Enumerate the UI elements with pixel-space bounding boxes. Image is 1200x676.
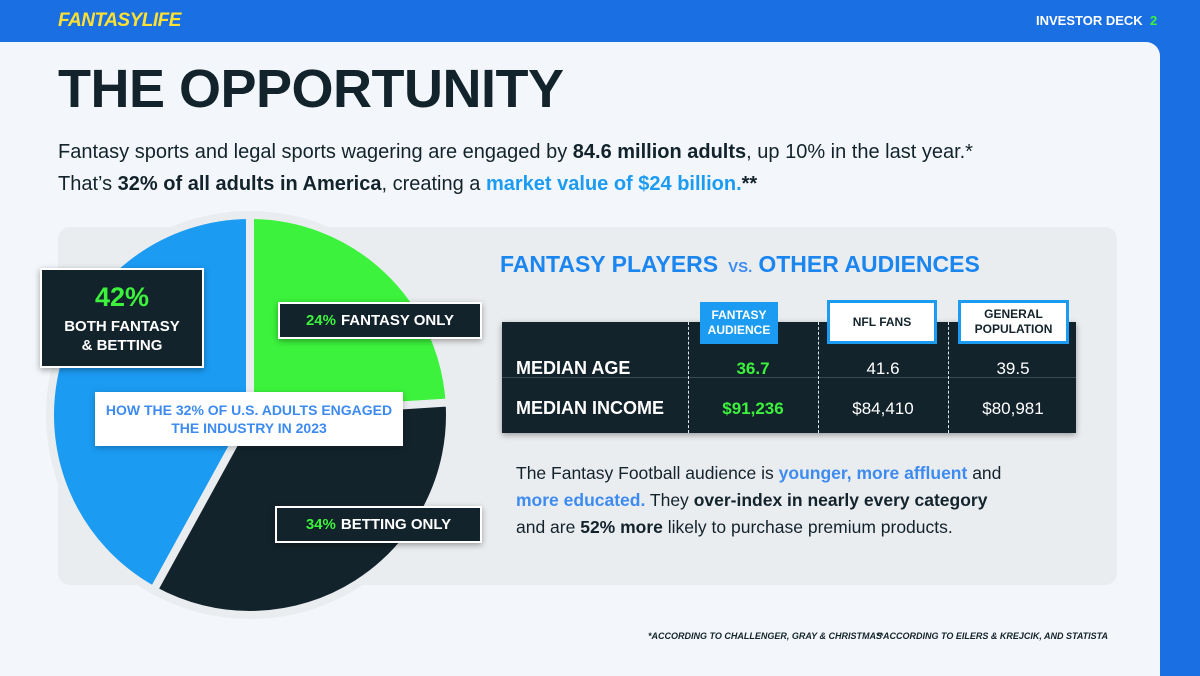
text-run: younger (778, 463, 847, 483)
pie-title: HOW THE 32% OF U.S. ADULTS ENGAGED THE I… (95, 392, 403, 446)
slide-title: THE OPPORTUNITY (58, 59, 564, 119)
comparison-table: MEDIAN AGE 36.7 41.6 39.5 MEDIAN INCOME $91,2… (502, 322, 1076, 433)
text-run: Fantasy sports and legal sports wagering… (58, 141, 573, 163)
text-line: more educated. They over-index in nearly… (516, 490, 987, 511)
text-line: and are 52% more likely to purchase prem… (516, 517, 953, 538)
title-start: FANTASY PLAYERS (500, 251, 719, 277)
slice-label: 42% BOTH FANTASY & BETTING (40, 268, 204, 368)
text-run: over-index in nearly every category (693, 490, 988, 510)
table-cell: 36.7 (736, 359, 770, 378)
slice-percent: 34% (305, 516, 336, 533)
title-end: OTHER AUDIENCES (758, 251, 980, 277)
text-run: more educated. (516, 490, 646, 510)
text-run: and (967, 463, 1002, 483)
text-run: more affluent (856, 463, 968, 483)
slice-percent: 42% (94, 282, 150, 312)
text-run: That’s (58, 173, 118, 195)
text-run: ** (741, 173, 758, 195)
text-line: The Fantasy Football audience is younger… (516, 463, 1001, 484)
row-label: MEDIAN INCOME (516, 398, 664, 418)
column-divider (818, 322, 819, 433)
slice-label: 24% FANTASY ONLY (278, 302, 482, 339)
text-run: market value of $24 billion. (485, 173, 742, 195)
text-run: 84.6 million adults (572, 141, 747, 163)
table-cell: 39.5 (996, 359, 1030, 378)
column-header: FANTASY AUDIENCE (700, 302, 778, 344)
text-run: 52% more (580, 517, 663, 537)
text-run: The Fantasy Football audience is (516, 463, 779, 483)
text-run: , up 10% in the last year.* (746, 141, 973, 163)
row-label: MEDIAN AGE (516, 358, 631, 378)
slice-category: BOTH FANTASY & BETTING (64, 318, 180, 354)
column-divider (948, 322, 949, 433)
column-header: GENERAL POPULATION (958, 300, 1069, 344)
column-header: NFL FANS (827, 300, 937, 344)
text-line: Fantasy sports and legal sports wagering… (58, 141, 973, 164)
slice-percent: 24% (305, 312, 336, 329)
section-label: INVESTOR DECK (1036, 13, 1143, 28)
text-run: and are (516, 517, 581, 537)
slice-label: 34% BETTING ONLY (275, 506, 482, 543)
table-cell: $80,981 (982, 399, 1044, 418)
footnote: **ACCORDING TO EILERS & KREJCIK, AND STA… (876, 631, 1109, 641)
text-line: That’s 32% of all adults in America, cre… (58, 173, 757, 196)
footnote: *ACCORDING TO CHALLENGER, GRAY & CHRISTM… (648, 631, 883, 641)
title-connector: VS. (728, 259, 753, 276)
slice-category: FANTASY ONLY (340, 312, 455, 329)
logo[interactable]: FANTASYLIFE (58, 10, 181, 31)
table-cell: 41.6 (866, 359, 900, 378)
row-separator (502, 377, 1076, 378)
text-run: likely to purchase premium products. (662, 517, 953, 537)
table-cell: $91,236 (722, 399, 784, 418)
text-run: 32% of all adults in America (117, 173, 382, 195)
page-number: 2 (1150, 13, 1158, 28)
text-run: , (846, 463, 857, 483)
text-run: , creating a (381, 173, 486, 195)
comparison-title: FANTASY PLAYERS VS. OTHER AUDIENCES (500, 251, 980, 278)
slice-category: BETTING ONLY (340, 516, 452, 533)
column-divider (688, 322, 689, 433)
table-cell: $84,410 (852, 399, 914, 418)
text-run: They (645, 490, 694, 510)
